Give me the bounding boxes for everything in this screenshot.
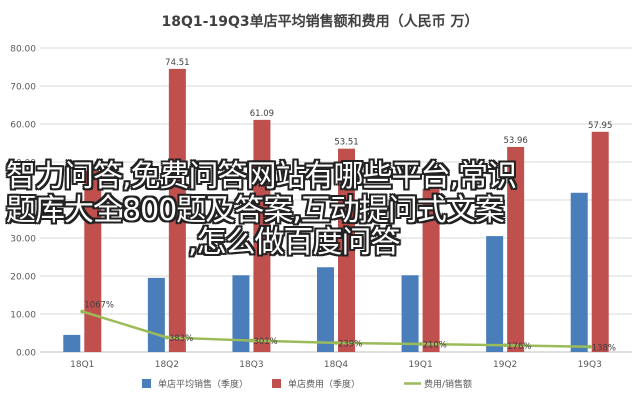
bar-avg-sales bbox=[570, 192, 588, 352]
x-tick-label: 19Q2 bbox=[493, 360, 517, 370]
y-tick-label: 10.00 bbox=[10, 311, 36, 321]
bar-avg-sales bbox=[486, 236, 504, 352]
overlay-text-line-3: ,怎么做百度问答 bbox=[188, 225, 401, 260]
legend-swatch bbox=[272, 379, 281, 388]
x-tick-label: 18Q1 bbox=[70, 360, 94, 370]
ratio-point bbox=[334, 340, 338, 345]
bar-value-label: 57.95 bbox=[588, 121, 612, 131]
y-tick-label: 50.00 bbox=[10, 159, 36, 169]
data-labels: 47.63 74.51 61.09 53.51 53.96 57.95 1067% 383% 3… bbox=[81, 58, 616, 353]
y-tick-label: 40.00 bbox=[10, 197, 36, 207]
x-axis: 18Q1 18Q2 18Q3 18Q4 19Q1 19Q2 19Q3 bbox=[70, 360, 602, 370]
legend: 单店平均销售（季度） 单店费用（季度） 费用/销售额 bbox=[142, 378, 472, 390]
ratio-point bbox=[587, 344, 592, 349]
ratio-value-label: 210% bbox=[423, 341, 447, 351]
bar-value-label: 74.51 bbox=[165, 58, 189, 68]
ratio-point bbox=[164, 335, 169, 340]
legend-entry: 单店费用（季度） bbox=[288, 378, 360, 390]
gridlines bbox=[40, 47, 632, 353]
ratio-point bbox=[80, 309, 85, 314]
ratio-value-label: 383% bbox=[169, 334, 193, 344]
bar-value-label: 61.09 bbox=[250, 109, 274, 119]
bar-expense bbox=[422, 188, 440, 352]
ratio-point bbox=[418, 342, 423, 347]
legend-entry: 单店平均销售（季度） bbox=[158, 378, 248, 390]
y-tick-label: 30.00 bbox=[10, 235, 36, 245]
bar-expense bbox=[507, 146, 525, 352]
bar-avg-sales bbox=[63, 334, 81, 352]
bar-expense bbox=[338, 148, 355, 352]
overlay-text-line-1: 智力问答,免费问答网站有哪些平台,常识 bbox=[6, 159, 517, 194]
bar-expense bbox=[84, 171, 102, 352]
y-tick-label: 70.00 bbox=[10, 83, 36, 93]
ratio-value-label: 1067% bbox=[84, 300, 114, 310]
bar-value-label: 53.51 bbox=[334, 138, 358, 148]
ratio-value-label: 138% bbox=[592, 343, 616, 353]
x-tick-label: 19Q1 bbox=[408, 360, 432, 370]
bar-value-label: 53.96 bbox=[503, 136, 527, 146]
bar-avg-sales bbox=[401, 275, 419, 352]
bar-avg-sales bbox=[232, 275, 250, 352]
y-tick-label: 80.00 bbox=[10, 45, 36, 55]
x-tick-label: 19Q3 bbox=[578, 360, 602, 370]
legend-entry: 费用/销售额 bbox=[424, 378, 472, 390]
x-tick-label: 18Q2 bbox=[155, 360, 179, 370]
y-axis: 0.00 10.00 20.00 30.00 40.00 50.00 60.00 70.00 8… bbox=[10, 45, 36, 359]
ratio-value-label: 176% bbox=[507, 342, 531, 352]
ratio-point bbox=[503, 343, 508, 348]
bar-avg-sales bbox=[317, 267, 334, 352]
x-tick-label: 18Q3 bbox=[239, 360, 263, 370]
x-tick-label: 18Q4 bbox=[324, 360, 349, 370]
bars bbox=[63, 68, 609, 352]
bar-expense bbox=[591, 131, 609, 352]
bar-avg-sales bbox=[147, 277, 165, 352]
ratio-point bbox=[249, 338, 254, 343]
legend-swatch bbox=[142, 379, 151, 388]
bar-expense bbox=[168, 68, 186, 352]
y-tick-label: 20.00 bbox=[10, 273, 36, 283]
ratio-value-label: 301% bbox=[253, 337, 277, 347]
bar-value-label: 47.63 bbox=[81, 160, 105, 170]
chart-title: 18Q1-19Q3单店平均销售额和费用（人民币 万） bbox=[162, 13, 479, 30]
ratio-line bbox=[80, 309, 592, 349]
y-tick-label: 60.00 bbox=[10, 121, 36, 131]
bar-expense bbox=[253, 119, 271, 352]
overlay-text-line-2: 题库大全800题及答案,互动提问式文案 bbox=[6, 193, 505, 228]
ratio-value-label: 239% bbox=[338, 339, 362, 349]
y-tick-label: 0.00 bbox=[16, 349, 36, 359]
